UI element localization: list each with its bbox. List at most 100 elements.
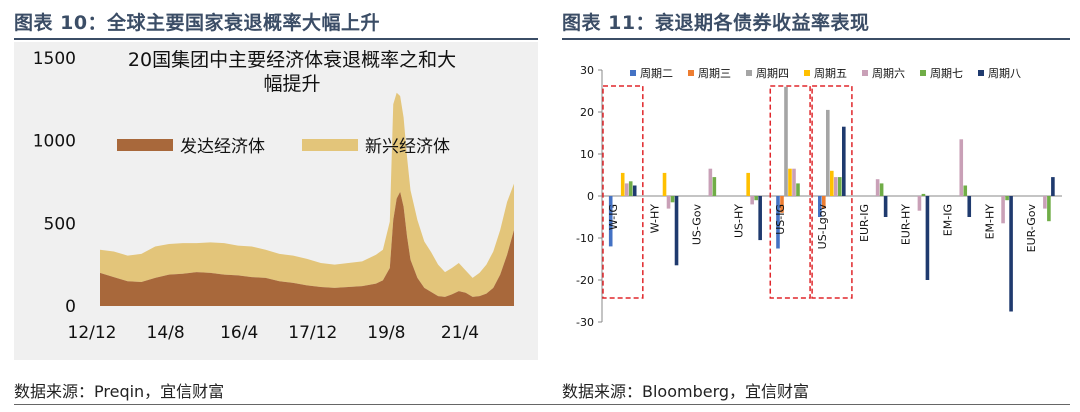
bar-EM-IG-周期八 [967, 196, 972, 217]
bar-US-IG-周期五 [788, 168, 792, 196]
category-label-W-IG: W-IG [607, 204, 620, 230]
legend-label-周期八: 周期八 [988, 67, 1021, 80]
left-y-tick-label: 1500 [33, 49, 76, 69]
bar-US-HY-周期八 [758, 196, 762, 241]
category-label-EM-HY: EM-HY [983, 204, 996, 240]
legend-label-周期三: 周期三 [698, 67, 731, 80]
bar-EUR-Gov-周期八 [1051, 177, 1055, 196]
left-x-tick-label: 19/8 [367, 323, 405, 343]
left-title-rule [14, 38, 538, 40]
bottom-rule [14, 404, 1070, 405]
bar-US-Lgov-周期五 [830, 170, 834, 196]
left-y-tick-label: 500 [44, 214, 76, 234]
bar-EUR-IG-周期六 [875, 179, 880, 196]
left-chart-background [14, 42, 538, 360]
bond-yield-chart: -30 -20 -10 0 10 20 30 W-IG W-HY US-Gov US-HY US-IG… [576, 64, 1062, 329]
legend-label-周期二: 周期二 [640, 67, 673, 80]
category-label-US-IG: US-IG [774, 204, 787, 235]
category-label-EUR-Gov: EUR-Gov [1025, 204, 1038, 253]
category-label-US-Gov: US-Gov [691, 204, 704, 246]
bar-W-HY-周期六 [666, 196, 671, 209]
bar-EUR-IG-周期七 [879, 183, 884, 196]
legend-label-周期七: 周期七 [930, 67, 963, 80]
bar-US-HY-周期七 [754, 196, 758, 201]
category-label-US-Lgov: US-Lgov [816, 204, 829, 250]
area-emerging-economies [100, 92, 514, 297]
bar-US-IG-周期六 [792, 168, 796, 196]
right-y-tick-label: 30 [580, 64, 594, 77]
right-panel-title: 图表 11：衰退期各债券收益率表现 [562, 12, 870, 34]
bar-US-Lgov-周期八 [842, 126, 846, 196]
legend-label-周期六: 周期六 [872, 67, 905, 80]
left-x-tick-label: 14/8 [147, 323, 185, 343]
bar-EM-HY-周期六 [1001, 196, 1005, 224]
bar-US-Gov-周期七 [712, 177, 717, 196]
bar-W-IG-周期七 [628, 181, 633, 196]
right-y-tick-label: 0 [587, 190, 594, 203]
legend-label-周期五: 周期五 [814, 67, 847, 80]
bar-EM-IG-周期六 [959, 139, 964, 196]
bar-W-IG-周期六 [624, 183, 629, 196]
legend-swatch-周期二 [630, 70, 636, 76]
bar-US-Lgov-周期七 [838, 177, 842, 196]
category-label-EUR-HY: EUR-HY [900, 204, 913, 245]
bar-EUR-Gov-周期七 [1047, 196, 1051, 222]
legend-swatch-周期三 [688, 70, 694, 76]
highlight-box-US-Lgov [811, 85, 853, 299]
highlight-box-W-IG [602, 85, 644, 299]
bar-EUR-HY-周期六 [917, 196, 922, 211]
bar-EUR-HY-周期八 [925, 196, 930, 280]
right-y-tick-label: 10 [580, 148, 594, 161]
legend-swatch-周期七 [920, 70, 926, 76]
bar-EUR-IG-周期八 [883, 196, 888, 217]
bar-US-IG-周期三 [780, 196, 784, 213]
bar-EM-HY-周期七 [1005, 196, 1009, 201]
bar-US-Lgov-周期三 [822, 196, 826, 209]
right-y-tick-label: -30 [576, 316, 594, 329]
bar-US-Gov-周期六 [708, 168, 713, 196]
bar-W-HY-周期七 [670, 196, 675, 203]
bar-US-Lgov-周期二 [818, 196, 822, 217]
legend-label-developed: 发达经济体 [180, 137, 265, 157]
bar-US-Lgov-周期四 [826, 109, 830, 196]
legend-swatch-developed [117, 139, 173, 151]
right-source-note: 数据来源：Bloomberg，宜信财富 [562, 382, 810, 401]
left-source-note: 数据来源：Preqin，宜信财富 [14, 382, 225, 401]
right-title-rule [562, 38, 1070, 40]
left-y-tick-label: 1000 [33, 132, 76, 152]
left-x-tick-label: 21/4 [441, 323, 479, 343]
category-label-EUR-IG: EUR-IG [858, 204, 871, 242]
right-y-tick-label: -20 [576, 274, 594, 287]
left-x-tick-label: 12/12 [68, 323, 117, 343]
bar-US-IG-周期四 [784, 86, 788, 196]
bar-W-IG-周期五 [620, 172, 625, 196]
bar-US-IG-周期七 [796, 183, 800, 196]
category-label-EM-IG: EM-IG [941, 204, 954, 236]
bar-US-IG-周期二 [776, 196, 780, 249]
bar-US-Lgov-周期六 [834, 177, 838, 196]
bar-W-HY-周期五 [662, 172, 667, 196]
left-y-tick-label: 0 [65, 297, 76, 317]
legend-label-周期四: 周期四 [756, 67, 789, 80]
bar-EM-IG-周期七 [963, 185, 968, 196]
recession-probability-chart: 0 500 1000 1500 12/12 14/8 16/4 17/12 19/8 21/4 2… [14, 42, 538, 360]
bar-W-IG-周期八 [632, 185, 637, 196]
bar-US-HY-周期六 [750, 196, 754, 205]
legend-swatch-周期五 [804, 70, 810, 76]
legend-label-emerging: 新兴经济体 [365, 137, 450, 157]
bar-EUR-HY-周期七 [921, 193, 926, 196]
right-y-tick-label: -10 [576, 232, 594, 245]
legend-swatch-周期八 [978, 70, 984, 76]
legend-swatch-周期四 [746, 70, 752, 76]
category-label-W-HY: W-HY [649, 204, 662, 234]
bar-W-IG-周期二 [608, 196, 613, 247]
area-developed-economies [100, 191, 514, 306]
left-x-tick-label: 16/4 [220, 323, 258, 343]
highlight-box-US-IG [769, 85, 811, 299]
left-chart-title-line1: 20国集团中主要经济体衰退概率之和大 [128, 49, 456, 71]
bar-EUR-Gov-周期六 [1043, 196, 1047, 209]
right-y-tick-label: 20 [580, 106, 594, 119]
left-chart-title-line2: 幅提升 [263, 73, 320, 95]
bar-EM-HY-周期八 [1009, 196, 1013, 312]
legend-swatch-emerging [302, 139, 358, 151]
